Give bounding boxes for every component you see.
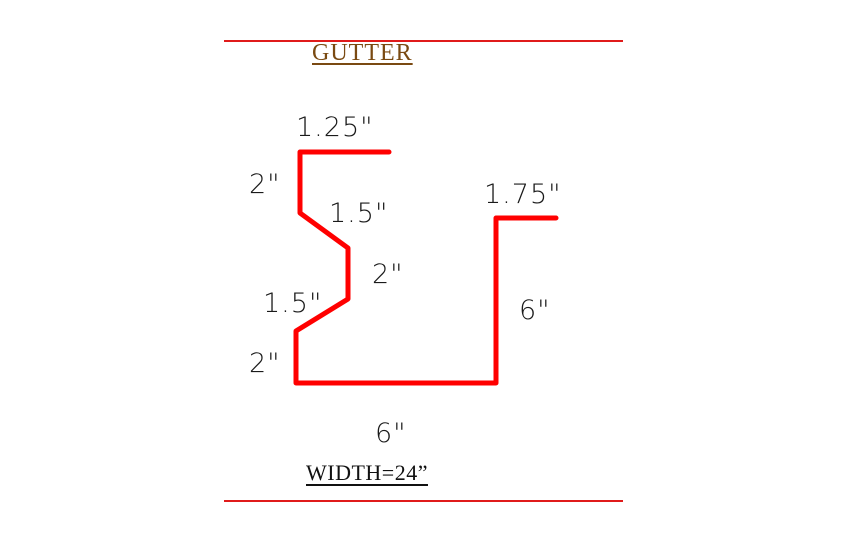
- dim-top-flange: 1.25": [296, 112, 374, 143]
- dim-upper-vertical: 2": [249, 169, 281, 200]
- bottom-border-line: [224, 500, 623, 502]
- top-border-line: [224, 40, 623, 42]
- width-caption: WIDTH=24”: [306, 460, 428, 485]
- dim-lower-slant: 1.5": [263, 288, 322, 319]
- dim-back-wall: 6": [519, 295, 551, 326]
- dim-bottom: 6": [375, 418, 407, 449]
- dim-lower-vertical: 2": [249, 348, 281, 379]
- dim-middle-vertical: 2": [372, 259, 404, 290]
- dim-upper-slant: 1.5": [329, 198, 388, 229]
- drawing-title: GUTTER: [312, 40, 413, 66]
- gutter-profile-line: [293, 149, 559, 386]
- dim-back-flange: 1.75": [484, 179, 562, 210]
